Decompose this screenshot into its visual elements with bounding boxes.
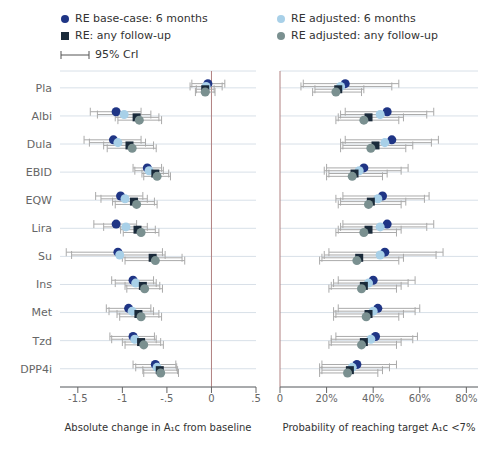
svg-text:80%: 80% (455, 393, 477, 404)
svg-text:Absolute change in A₁ᴄ from ba: Absolute change in A₁ᴄ from baseline (64, 422, 251, 433)
html-text:95% CrI: 95% CrI (95, 48, 139, 61)
html-text:RE adjusted: any follow-up: RE adjusted: any follow-up (291, 29, 438, 42)
svg-text:DPP4i: DPP4i (20, 363, 52, 376)
svg-text:Pla: Pla (36, 82, 52, 95)
svg-text:20%: 20% (315, 393, 337, 404)
svg-text:Su: Su (38, 250, 52, 263)
svg-text:-.5: -.5 (160, 393, 173, 404)
html-text:RE base-case: 6 months: RE base-case: 6 months (75, 12, 208, 25)
svg-text:60%: 60% (409, 393, 431, 404)
svg-text:EQW: EQW (26, 194, 53, 207)
svg-text:Tzd: Tzd (32, 335, 52, 348)
svg-text:Lira: Lira (32, 222, 52, 235)
svg-text:Probability of reaching target: Probability of reaching target A₁ᴄ <7% (283, 422, 476, 433)
svg-text:0: 0 (208, 393, 214, 404)
svg-text:0: 0 (277, 393, 283, 404)
svg-text:-1: -1 (117, 393, 127, 404)
html-text:RE adjusted: 6 months: RE adjusted: 6 months (291, 12, 416, 25)
svg-text:Dula: Dula (27, 138, 52, 151)
svg-text:Ins: Ins (36, 278, 52, 291)
svg-text:.5: .5 (251, 393, 261, 404)
svg-text:Albi: Albi (31, 110, 52, 123)
html-text:RE: any follow-up: RE: any follow-up (75, 29, 171, 42)
svg-text:40%: 40% (362, 393, 384, 404)
svg-text:Met: Met (31, 306, 52, 319)
svg-text:EBID: EBID (26, 166, 52, 179)
svg-text:-1.5: -1.5 (68, 393, 88, 404)
